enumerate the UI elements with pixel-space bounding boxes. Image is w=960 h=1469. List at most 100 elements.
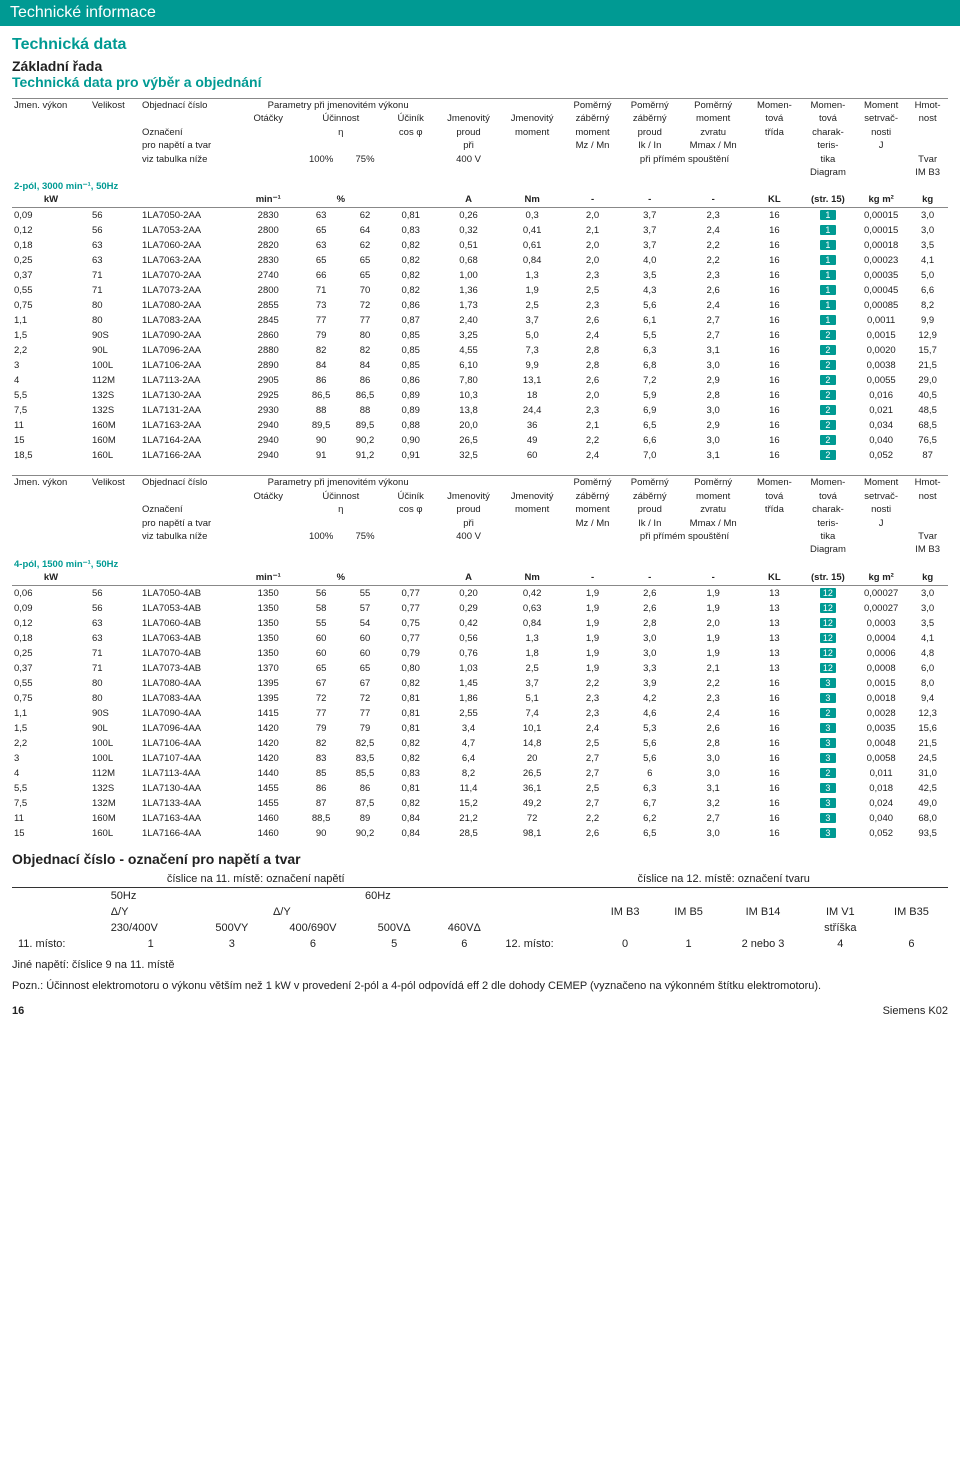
table-cell: 0,0020 xyxy=(855,343,907,358)
table-cell: 79 xyxy=(345,721,384,736)
table-cell: 0,82 xyxy=(385,736,437,751)
table-cell: 24,5 xyxy=(907,751,948,766)
table-cell: 0,85 xyxy=(385,358,437,373)
table-cell: 3,0 xyxy=(678,403,748,418)
table-cell: 3,25 xyxy=(437,328,501,343)
table-cell: 1LA7113-4AA xyxy=(140,766,240,781)
table-cell: 2940 xyxy=(240,418,297,433)
table-row: 0,37711LA7073-4AB137065650,801,032,51,93… xyxy=(12,661,948,676)
th: Otáčky xyxy=(240,490,297,557)
table-row: 0,25711LA7070-4AB135060600,790,761,81,93… xyxy=(12,646,948,661)
unit: % xyxy=(297,194,385,208)
table-cell: 0,18 xyxy=(12,238,90,253)
table-cell: 3,7 xyxy=(621,238,678,253)
th: Tvar xyxy=(907,530,948,543)
table-cell: 11 xyxy=(12,418,90,433)
note-1: Jiné napětí: číslice 9 na 11. místě xyxy=(12,958,948,973)
table-cell: 2,7 xyxy=(678,811,748,826)
table-cell: 0,89 xyxy=(385,403,437,418)
table-cell: 3,3 xyxy=(621,661,678,676)
th: IM B3 xyxy=(907,166,948,179)
table-cell: 2,0 xyxy=(564,208,621,224)
table-cell: 3 xyxy=(801,721,855,736)
table-cell: 0,81 xyxy=(385,691,437,706)
th: proud xyxy=(437,503,501,516)
th: moment xyxy=(678,490,748,503)
table-cell: 6,0 xyxy=(907,661,948,676)
th: Poměrný xyxy=(678,476,748,490)
th: Momen- xyxy=(801,476,855,490)
table-cell: 2925 xyxy=(240,388,297,403)
table-cell: 2,9 xyxy=(678,418,748,433)
table-cell: 7,80 xyxy=(437,373,501,388)
table-cell: 6,1 xyxy=(621,313,678,328)
table-cell: 0,90 xyxy=(385,433,437,448)
table-cell: 65 xyxy=(345,268,384,283)
th: při přímém spouštění xyxy=(621,153,748,166)
ord-cell: IM B14 xyxy=(720,904,805,920)
table-cell: 0,12 xyxy=(12,616,90,631)
table-cell: 0,86 xyxy=(385,373,437,388)
table-cell: 0,77 xyxy=(385,585,437,601)
th: Jmenovitý xyxy=(500,112,564,125)
table-cell: 18,5 xyxy=(12,448,90,463)
th: Hmot- xyxy=(907,99,948,113)
table-cell: 2,7 xyxy=(564,766,621,781)
table-cell: 3,0 xyxy=(678,433,748,448)
table-cell: 12 xyxy=(801,631,855,646)
table-cell: 88 xyxy=(297,403,345,418)
unit: A xyxy=(437,194,501,208)
table-cell: 3 xyxy=(801,691,855,706)
table-cell: 16 xyxy=(748,706,801,721)
table-cell: 2,3 xyxy=(678,268,748,283)
unit: kW xyxy=(12,194,90,208)
th: Velikost xyxy=(90,476,140,557)
table-cell: 0,84 xyxy=(385,811,437,826)
table-row: 0,09561LA7053-4AB135058570,770,290,631,9… xyxy=(12,601,948,616)
table-cell: 6,10 xyxy=(437,358,501,373)
table-cell: 2,2 xyxy=(564,811,621,826)
table-cell: 1350 xyxy=(240,601,297,616)
table-cell: 13 xyxy=(748,585,801,601)
table-cell: 88 xyxy=(345,403,384,418)
th: Ik / In xyxy=(621,139,678,152)
table-cell: 1LA7096-4AA xyxy=(140,721,240,736)
table-row: 0,12631LA7060-4AB135055540,750,420,841,9… xyxy=(12,616,948,631)
ord-cell: IM B35 xyxy=(875,904,948,920)
table-cell: 0,77 xyxy=(385,601,437,616)
ord-cell: Δ/Y xyxy=(267,904,359,920)
table-cell: 2,4 xyxy=(564,448,621,463)
th: Poměrný xyxy=(621,99,678,113)
th: Ik / In xyxy=(621,517,678,530)
th: cos φ xyxy=(385,503,437,516)
title-sub1: Základní řada xyxy=(12,58,948,74)
table-cell: 98,1 xyxy=(500,826,564,841)
table-cell: 67 xyxy=(345,676,384,691)
table-cell: 3,2 xyxy=(678,796,748,811)
table-cell: 0,06 xyxy=(12,585,90,601)
table-cell: 2845 xyxy=(240,313,297,328)
table-cell: 2,4 xyxy=(678,706,748,721)
table-cell: 13,1 xyxy=(500,373,564,388)
th: proud xyxy=(621,126,678,139)
table-cell: 3 xyxy=(801,781,855,796)
table-cell: 1,9 xyxy=(564,646,621,661)
table-cell: 2,0 xyxy=(564,253,621,268)
table-row: 1,190S1LA7090-4AA141577770,812,557,42,34… xyxy=(12,706,948,721)
table-cell: 3,0 xyxy=(678,751,748,766)
table-cell: 58 xyxy=(297,601,345,616)
table-cell: 86,5 xyxy=(297,388,345,403)
table-cell: 1 xyxy=(801,253,855,268)
table-cell: 1LA7163-2AA xyxy=(140,418,240,433)
th: moment xyxy=(678,112,748,125)
table-row: 3100L1LA7106-2AA289084840,856,109,92,86,… xyxy=(12,358,948,373)
table-cell: 2800 xyxy=(240,283,297,298)
table-cell: 77 xyxy=(297,313,345,328)
table-cell: 2,2 xyxy=(12,343,90,358)
diagram-badge: 1 xyxy=(820,300,836,310)
table-cell: 8,2 xyxy=(907,298,948,313)
ord-cell: 460VΔ xyxy=(429,920,499,936)
th: tová xyxy=(801,112,855,125)
table-cell: 90L xyxy=(90,721,140,736)
table-cell: 3,1 xyxy=(678,781,748,796)
